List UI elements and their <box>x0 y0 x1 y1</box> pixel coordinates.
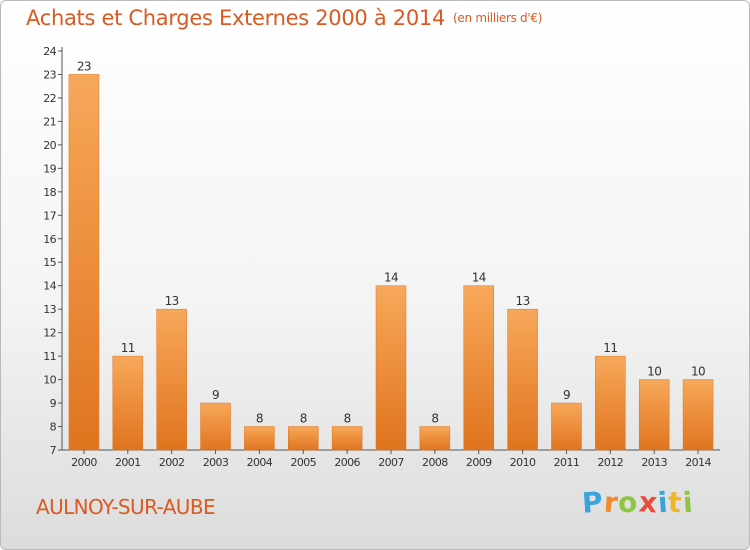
y-tick-label: 8 <box>50 421 57 434</box>
x-tick-label: 2008 <box>422 456 448 469</box>
y-tick-label: 11 <box>43 350 56 363</box>
bar <box>419 426 451 451</box>
y-tick-label: 13 <box>43 303 56 316</box>
y-tick-label: 16 <box>43 233 56 246</box>
x-tick-label: 2005 <box>290 456 316 469</box>
bar <box>288 426 319 451</box>
bar-value-label: 11 <box>603 341 617 355</box>
bar <box>200 402 231 451</box>
x-tick-label: 2006 <box>334 456 360 469</box>
bar <box>331 426 363 451</box>
x-tick-label: 2014 <box>685 456 711 469</box>
y-tick-label: 17 <box>43 209 56 222</box>
y-tick-label: 14 <box>43 280 56 293</box>
x-tick-label: 2004 <box>247 456 273 469</box>
y-tick-label: 21 <box>43 115 56 128</box>
proxiti-logo: Proxiti <box>580 485 695 520</box>
chart-title: Achats et Charges Externes 2000 à 2014 (e… <box>26 6 542 30</box>
bar-value-label: 14 <box>384 271 398 285</box>
logo-letter: x <box>637 485 659 520</box>
bar <box>244 426 275 451</box>
bar-value-label: 13 <box>516 294 530 308</box>
x-tick-label: 2001 <box>115 456 141 469</box>
bar <box>682 379 714 451</box>
y-tick-label: 10 <box>43 374 56 387</box>
x-tick-label: 2011 <box>554 456 580 469</box>
bar <box>551 402 582 451</box>
bar <box>156 308 187 451</box>
chart-unit: (en milliers d'€) <box>453 11 543 25</box>
y-tick-label: 24 <box>43 45 56 58</box>
bar-value-label: 13 <box>165 294 179 308</box>
bar-value-label: 23 <box>77 59 91 73</box>
bar <box>595 355 626 451</box>
bar <box>507 308 538 451</box>
y-tick-label: 22 <box>43 92 56 105</box>
logo-letter: P <box>580 485 605 520</box>
bar-value-label: 8 <box>256 412 263 426</box>
x-tick-label: 2007 <box>378 456 404 469</box>
y-tick-label: 19 <box>43 162 56 175</box>
bar <box>112 355 144 451</box>
chart-title-text: Achats et Charges Externes 2000 à 2014 <box>26 6 446 30</box>
bar-value-label: 8 <box>300 412 307 426</box>
logo-letter: o <box>617 485 640 520</box>
bar <box>638 379 670 451</box>
bar-value-label: 8 <box>344 412 351 426</box>
y-tick-label: 20 <box>43 139 56 152</box>
bar-value-label: 10 <box>691 365 705 379</box>
y-tick-label: 12 <box>43 327 56 340</box>
bar-value-label: 14 <box>472 271 486 285</box>
commune-name: AULNOY-SUR-AUBE <box>36 495 216 519</box>
x-tick-label: 2002 <box>159 456 185 469</box>
x-tick-label: 2003 <box>203 456 229 469</box>
y-tick-label: 23 <box>43 68 56 81</box>
bar <box>463 285 494 451</box>
bar <box>375 285 407 451</box>
x-tick-label: 2009 <box>466 456 492 469</box>
bar-value-label: 10 <box>647 365 661 379</box>
bar-value-label: 11 <box>121 341 135 355</box>
bar-value-label: 8 <box>431 412 438 426</box>
x-tick-label: 2000 <box>71 456 97 469</box>
y-tick-label: 15 <box>43 256 56 269</box>
y-tick-label: 9 <box>50 397 57 410</box>
y-tick-label: 7 <box>50 444 57 457</box>
x-tick-label: 2012 <box>598 456 624 469</box>
bar-value-label: 9 <box>212 388 219 402</box>
bar <box>68 74 100 451</box>
y-tick-label: 18 <box>43 186 56 199</box>
logo-letter: i <box>681 485 695 520</box>
x-tick-label: 2013 <box>641 456 667 469</box>
bar-value-label: 9 <box>563 388 570 402</box>
x-tick-label: 2010 <box>510 456 536 469</box>
